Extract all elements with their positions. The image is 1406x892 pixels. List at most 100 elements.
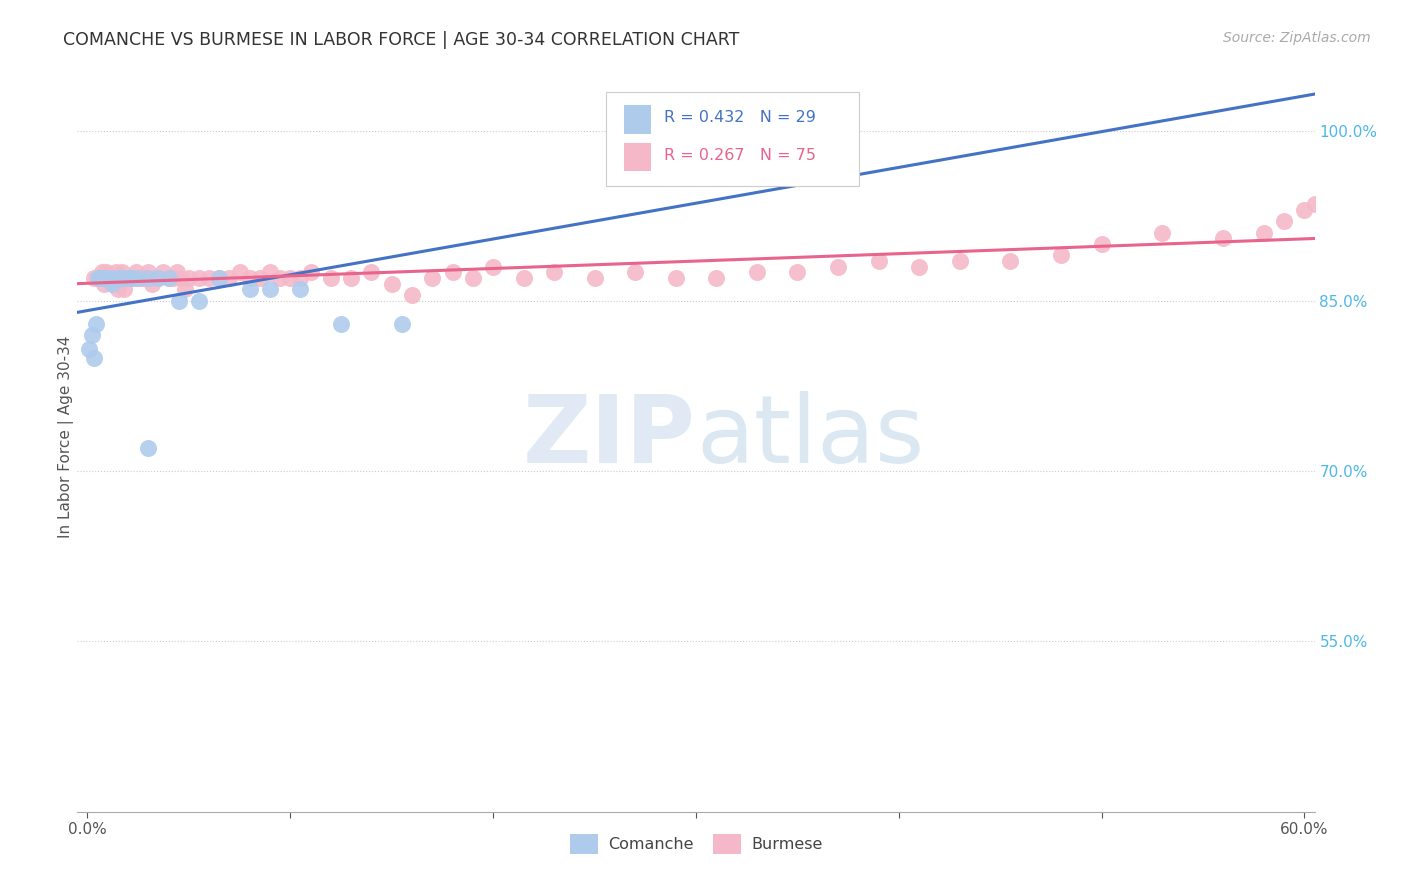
- Point: [188, 293, 211, 308]
- Point: [1294, 202, 1316, 217]
- Point: [104, 265, 127, 279]
- Point: [136, 265, 159, 279]
- Point: [1152, 226, 1174, 240]
- Point: [101, 271, 124, 285]
- Point: [1212, 231, 1234, 245]
- Point: [117, 271, 139, 285]
- Point: [868, 254, 890, 268]
- Point: [152, 265, 174, 279]
- Point: [177, 271, 200, 285]
- Point: [290, 271, 312, 285]
- Point: [157, 271, 180, 285]
- Point: [704, 271, 727, 285]
- Point: [93, 271, 115, 285]
- Point: [84, 317, 107, 331]
- Text: atlas: atlas: [696, 391, 924, 483]
- Text: R = 0.432   N = 29: R = 0.432 N = 29: [664, 111, 815, 126]
- FancyBboxPatch shape: [606, 93, 859, 186]
- Point: [340, 271, 363, 285]
- Point: [381, 277, 404, 291]
- Point: [97, 271, 120, 285]
- Point: [97, 271, 120, 285]
- Point: [115, 271, 138, 285]
- Point: [1303, 197, 1326, 211]
- Point: [239, 283, 262, 297]
- Point: [104, 271, 127, 285]
- Point: [90, 271, 112, 285]
- Point: [122, 271, 145, 285]
- Point: [1253, 226, 1275, 240]
- Point: [98, 271, 121, 285]
- Point: [83, 271, 105, 285]
- Point: [583, 271, 606, 285]
- Point: [278, 271, 301, 285]
- Point: [148, 271, 170, 285]
- Point: [512, 271, 534, 285]
- Point: [543, 265, 565, 279]
- Point: [89, 271, 111, 285]
- Point: [79, 342, 101, 356]
- Point: [441, 265, 464, 279]
- Point: [461, 271, 484, 285]
- Point: [86, 271, 108, 285]
- Point: [83, 351, 105, 365]
- Point: [107, 283, 129, 297]
- Point: [908, 260, 931, 274]
- Point: [134, 271, 156, 285]
- Point: [101, 277, 124, 291]
- Point: [1000, 254, 1022, 268]
- Point: [269, 271, 291, 285]
- Point: [290, 283, 312, 297]
- Point: [1050, 248, 1073, 262]
- Point: [86, 271, 108, 285]
- Bar: [624, 105, 651, 134]
- Point: [136, 442, 159, 456]
- Text: COMANCHE VS BURMESE IN LABOR FORCE | AGE 30-34 CORRELATION CHART: COMANCHE VS BURMESE IN LABOR FORCE | AGE…: [63, 31, 740, 49]
- Point: [786, 265, 808, 279]
- Point: [141, 277, 163, 291]
- Point: [249, 271, 271, 285]
- Point: [93, 277, 115, 291]
- Point: [108, 271, 131, 285]
- Point: [259, 265, 281, 279]
- Point: [330, 317, 353, 331]
- Point: [148, 271, 170, 285]
- Point: [157, 271, 180, 285]
- Point: [827, 260, 849, 274]
- Text: ZIP: ZIP: [523, 391, 696, 483]
- Point: [198, 271, 221, 285]
- Point: [360, 265, 382, 279]
- Point: [112, 271, 135, 285]
- Point: [94, 265, 117, 279]
- Point: [401, 288, 423, 302]
- Point: [111, 265, 134, 279]
- Point: [1091, 237, 1114, 252]
- Text: Source: ZipAtlas.com: Source: ZipAtlas.com: [1223, 31, 1371, 45]
- Point: [482, 260, 505, 274]
- Point: [299, 265, 322, 279]
- Point: [103, 271, 125, 285]
- Point: [145, 271, 167, 285]
- Point: [319, 271, 342, 285]
- Point: [167, 293, 190, 308]
- Point: [108, 271, 131, 285]
- Point: [420, 271, 443, 285]
- Point: [90, 265, 112, 279]
- Legend: Comanche, Burmese: Comanche, Burmese: [564, 828, 828, 860]
- Point: [117, 271, 139, 285]
- Point: [665, 271, 688, 285]
- Point: [208, 271, 231, 285]
- Point: [162, 271, 184, 285]
- Point: [1272, 214, 1295, 228]
- Point: [239, 271, 262, 285]
- Point: [391, 317, 413, 331]
- Point: [218, 271, 240, 285]
- Point: [121, 271, 143, 285]
- Point: [127, 271, 149, 285]
- Point: [949, 254, 972, 268]
- Point: [131, 271, 153, 285]
- Point: [745, 265, 768, 279]
- Point: [170, 271, 193, 285]
- Bar: [624, 143, 651, 171]
- Point: [127, 271, 149, 285]
